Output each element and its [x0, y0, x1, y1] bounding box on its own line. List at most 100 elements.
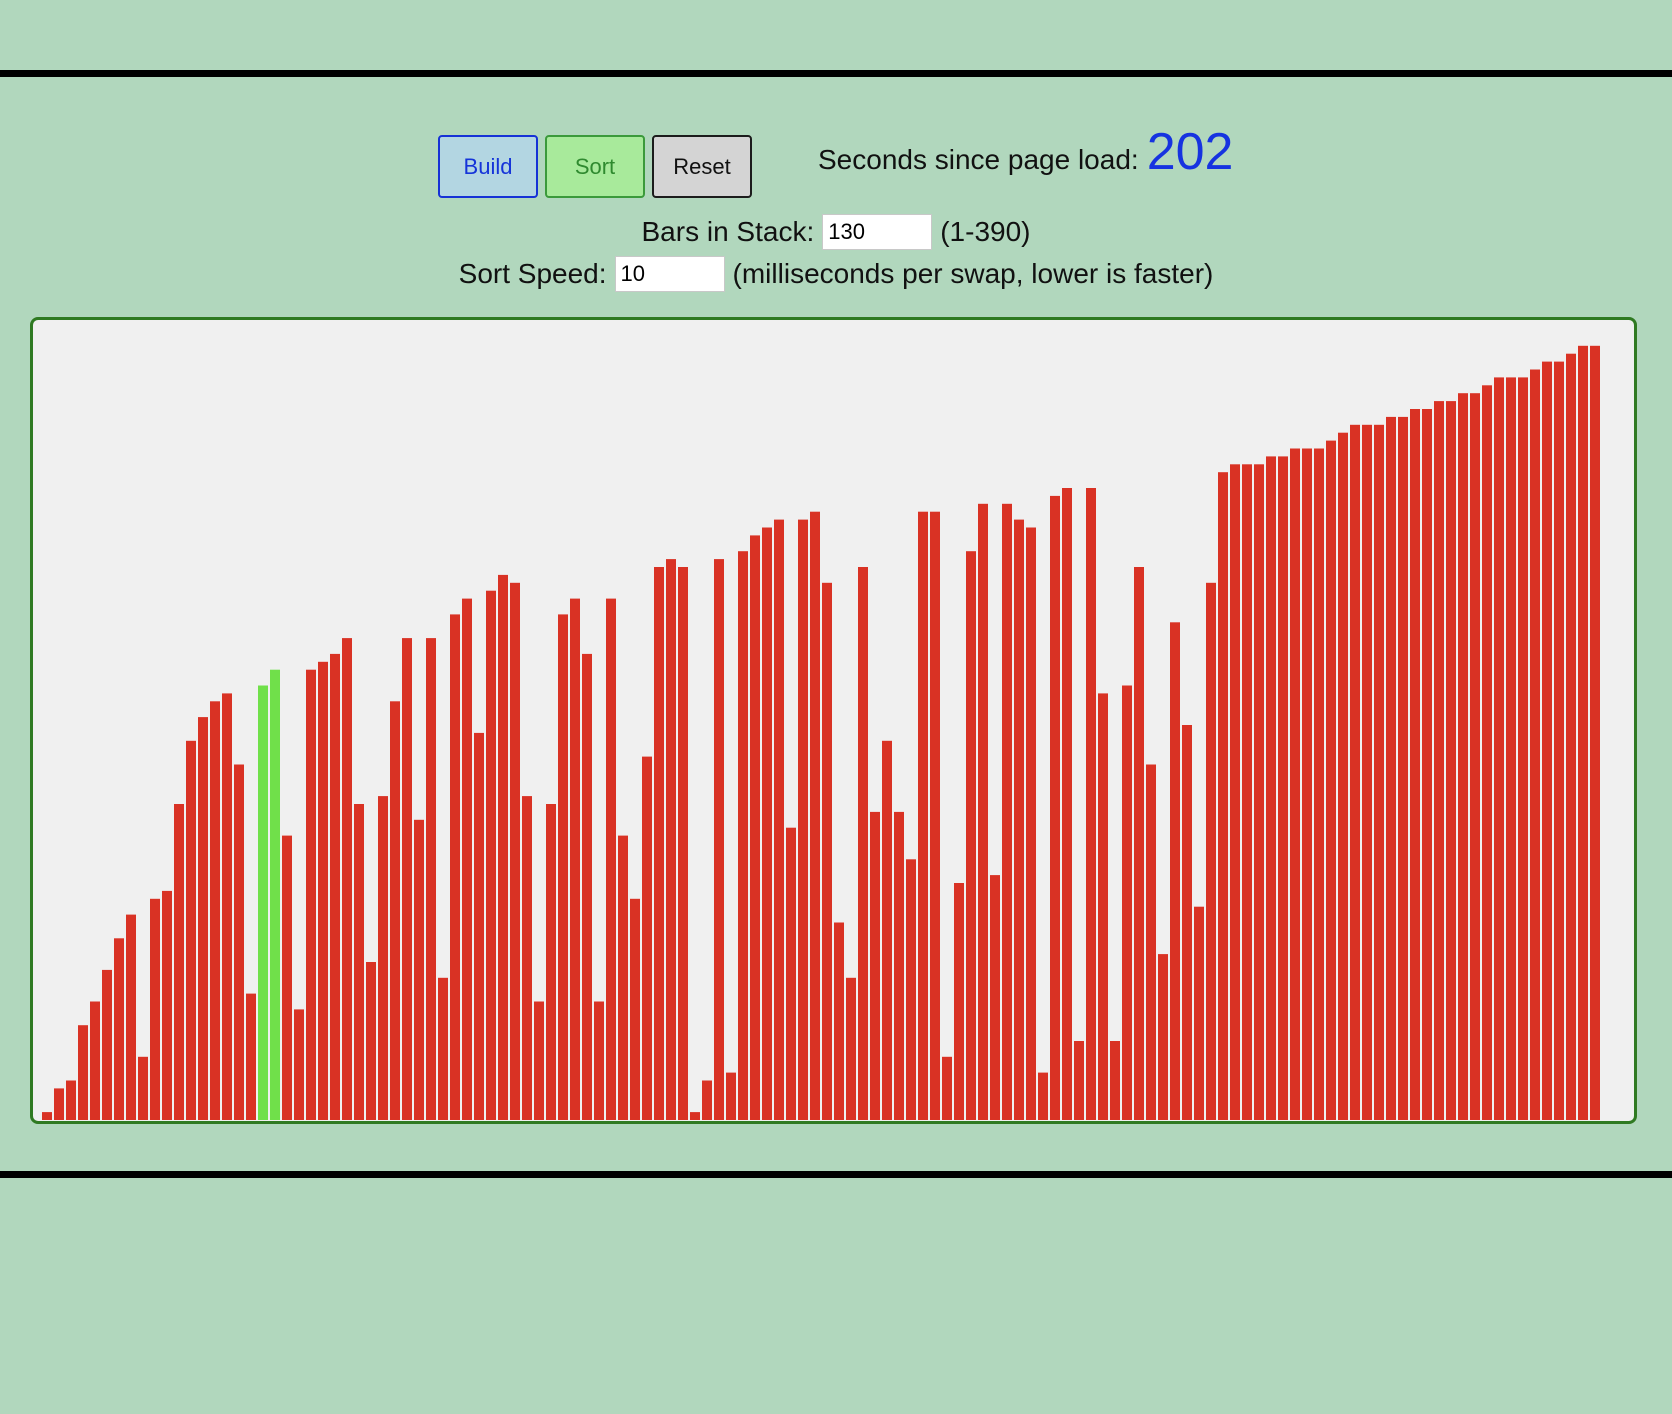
- bar: [1566, 353, 1576, 1120]
- bar: [1146, 764, 1156, 1120]
- bar: [102, 969, 112, 1120]
- bar: [186, 740, 196, 1120]
- bottom-divider: [0, 1171, 1672, 1178]
- bar: [1338, 432, 1348, 1120]
- bar: [546, 804, 556, 1120]
- bar: [630, 898, 640, 1120]
- sort-speed-label: Sort Speed:: [458, 258, 607, 289]
- bar: [1278, 456, 1288, 1120]
- bar: [1302, 448, 1312, 1120]
- bar: [1374, 424, 1384, 1120]
- bar: [1122, 685, 1132, 1120]
- bar: [1530, 369, 1540, 1120]
- bar: [666, 559, 676, 1120]
- bar: [1554, 361, 1564, 1121]
- reset-button[interactable]: Reset: [652, 135, 752, 198]
- bar: [414, 819, 424, 1120]
- bar: [498, 574, 508, 1120]
- bar: [1230, 464, 1240, 1120]
- bar: [774, 519, 784, 1120]
- bar: [906, 859, 916, 1120]
- bar: [1134, 567, 1144, 1120]
- bar: [1002, 503, 1012, 1120]
- bar: [1182, 725, 1192, 1120]
- bar: [1218, 472, 1228, 1120]
- bar: [654, 567, 664, 1120]
- bar: [426, 638, 436, 1120]
- bar: [1362, 424, 1372, 1120]
- bar: [174, 804, 184, 1120]
- bar: [918, 511, 928, 1120]
- bar: [54, 1088, 64, 1120]
- top-divider: [0, 70, 1672, 77]
- build-button[interactable]: Build: [438, 135, 538, 198]
- bar: [846, 977, 856, 1120]
- bar: [1110, 1041, 1120, 1120]
- bar: [678, 567, 688, 1120]
- bar: [1578, 345, 1588, 1120]
- bar: [462, 598, 472, 1120]
- sort-button[interactable]: Sort: [545, 135, 645, 198]
- bar: [246, 993, 256, 1120]
- bar: [126, 914, 136, 1120]
- bar: [822, 582, 832, 1120]
- bar-stack-chart: [42, 345, 1600, 1121]
- bar: [1254, 464, 1264, 1120]
- bar: [1590, 345, 1600, 1120]
- bar: [738, 551, 748, 1120]
- bar: [1398, 416, 1408, 1120]
- bar: [1290, 448, 1300, 1120]
- sort-speed-row: Sort Speed: (milliseconds per swap, lowe…: [0, 254, 1672, 294]
- bar: [978, 503, 988, 1120]
- bar: [942, 1056, 952, 1120]
- bar: [594, 1001, 604, 1120]
- bar: [558, 614, 568, 1120]
- bar: [1434, 401, 1444, 1121]
- bar: [78, 1025, 88, 1120]
- bar: [1470, 393, 1480, 1120]
- bar: [582, 653, 592, 1120]
- bar: [1098, 693, 1108, 1120]
- bar: [642, 756, 652, 1120]
- bar: [1194, 906, 1204, 1120]
- bar: [1482, 385, 1492, 1120]
- bar: [1014, 519, 1024, 1120]
- bar: [1326, 440, 1336, 1121]
- bar: [390, 701, 400, 1120]
- bars-in-stack-row: Bars in Stack: (1-390): [0, 212, 1672, 252]
- bar: [1506, 377, 1516, 1120]
- bar: [1542, 361, 1552, 1121]
- page-load-timer: Seconds since page load: 202: [818, 122, 1233, 192]
- bar: [762, 527, 772, 1120]
- bar: [306, 669, 316, 1120]
- bars-in-stack-label: Bars in Stack:: [641, 216, 815, 247]
- active-bar: [258, 685, 268, 1120]
- bar: [894, 811, 904, 1120]
- bar: [714, 559, 724, 1120]
- bar: [534, 1001, 544, 1120]
- bar: [834, 922, 844, 1120]
- bar: [726, 1072, 736, 1120]
- bar: [606, 598, 616, 1120]
- bar: [810, 511, 820, 1120]
- bar: [1446, 401, 1456, 1121]
- bar: [222, 693, 232, 1120]
- bar: [234, 764, 244, 1120]
- bar: [990, 875, 1000, 1120]
- bar: [882, 740, 892, 1120]
- bar: [1350, 424, 1360, 1120]
- bar: [1494, 377, 1504, 1120]
- bar: [702, 1080, 712, 1120]
- bar: [90, 1001, 100, 1120]
- bar: [930, 511, 940, 1120]
- bar: [330, 653, 340, 1120]
- bar: [150, 898, 160, 1120]
- bar: [1050, 495, 1060, 1120]
- bar: [1422, 409, 1432, 1120]
- bar: [954, 883, 964, 1120]
- bars-in-stack-input[interactable]: [822, 214, 933, 250]
- bar: [1086, 488, 1096, 1120]
- sort-speed-input[interactable]: [614, 256, 725, 292]
- bar: [318, 661, 328, 1120]
- bar: [1386, 416, 1396, 1120]
